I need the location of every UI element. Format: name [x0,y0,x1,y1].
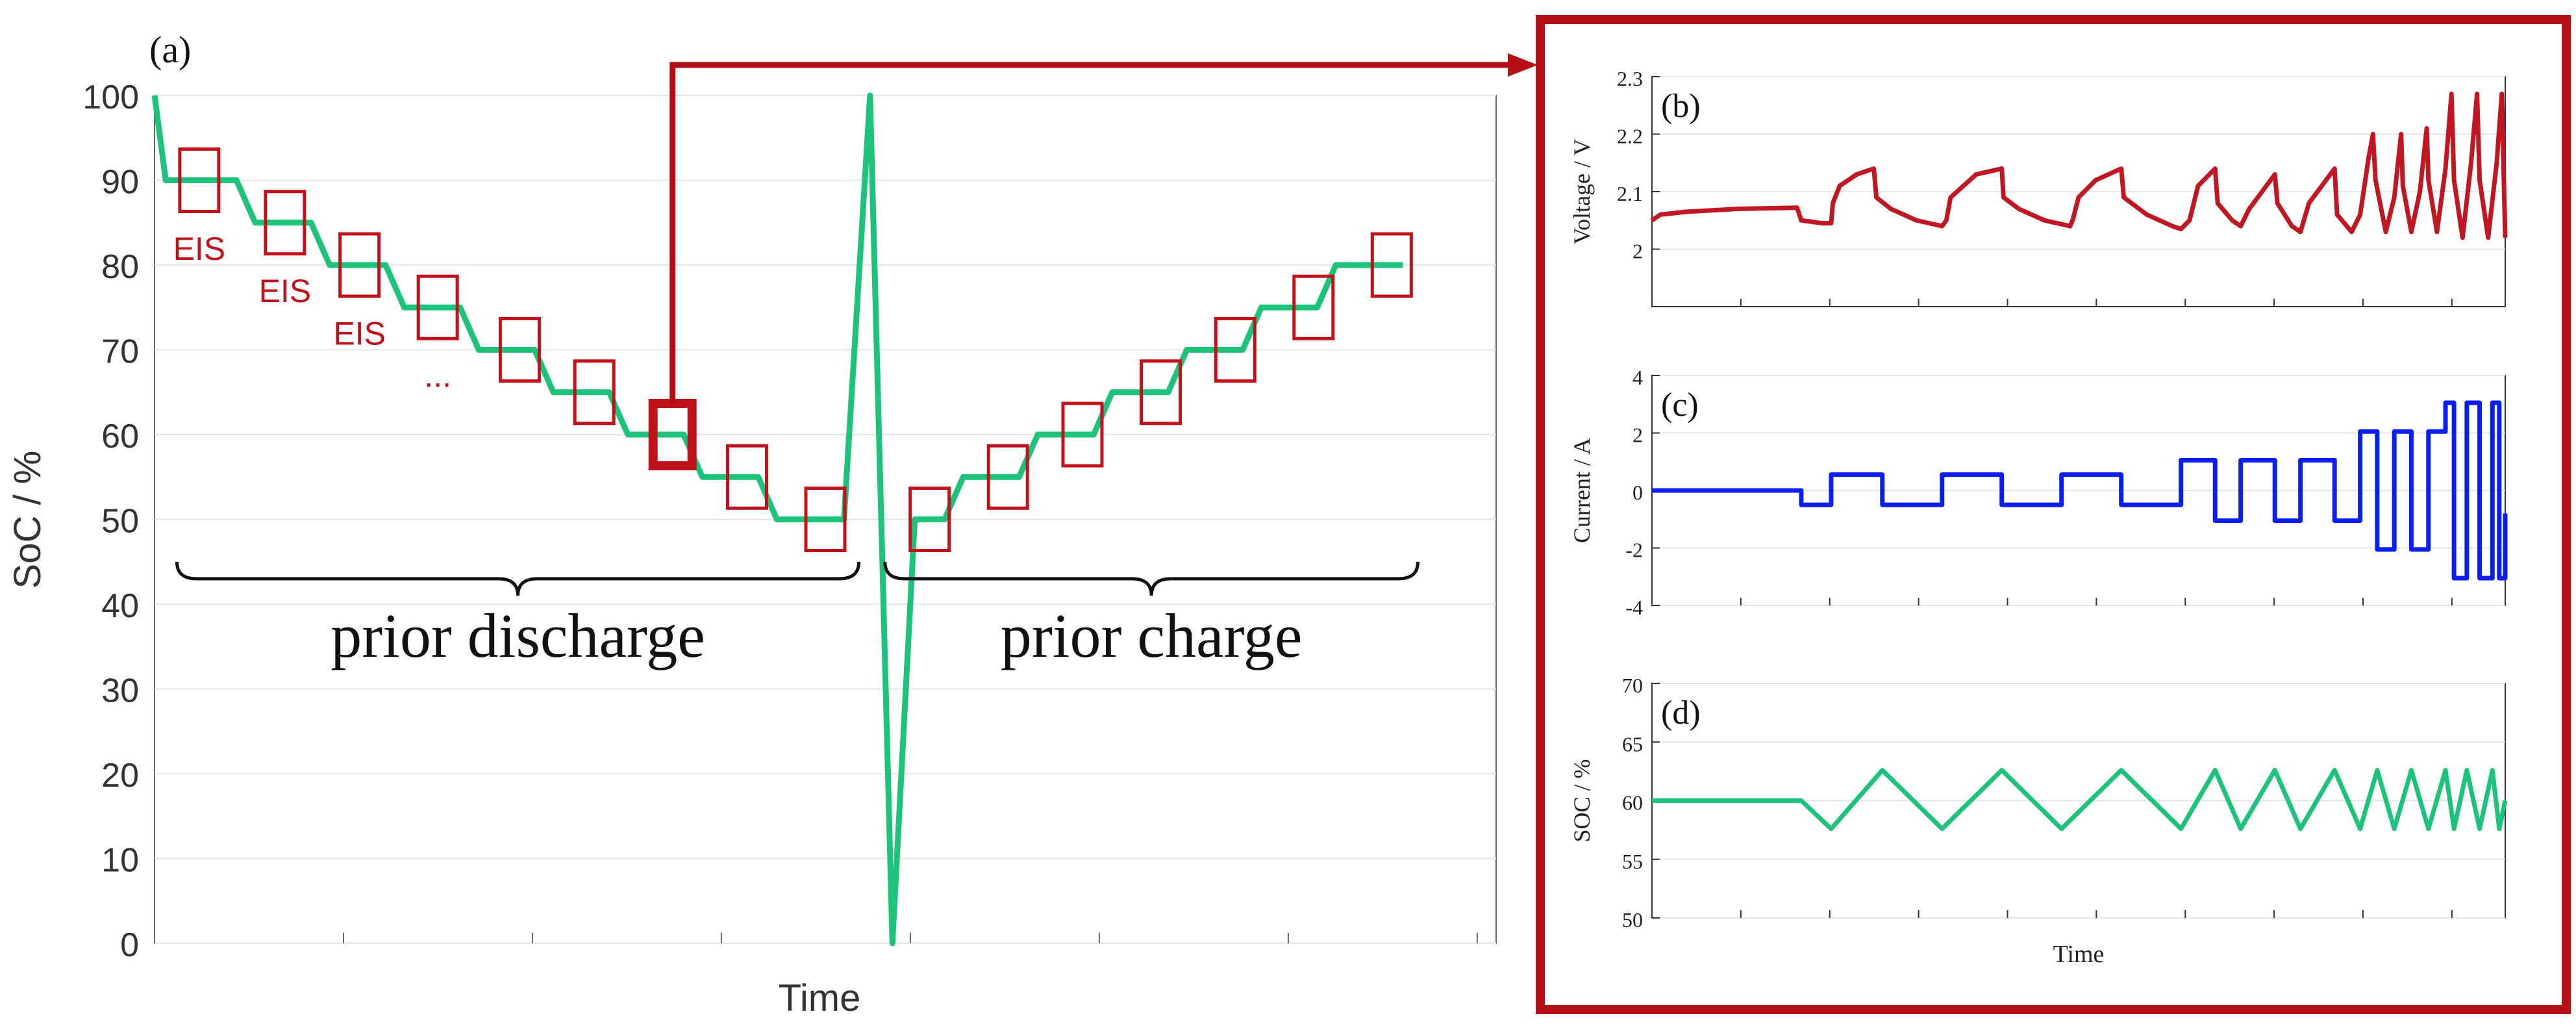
panel-c-y-tick-label: 2 [1632,424,1643,447]
eis-annotation: EIS [173,231,226,267]
panel-c-series-line [1652,400,2508,581]
panel-c-y-axis-label: Current / A [1569,438,1595,543]
panel-b-label: (b) [1661,88,1701,125]
panel-d-y-tick-label: 60 [1622,791,1643,815]
panel-a-y-tick-label: 90 [101,164,139,201]
brace-1 [883,561,1419,596]
eis-box [908,487,951,552]
soc-series-line [151,92,1403,946]
eis-box [725,444,768,510]
panel-d-y-tick-label: 65 [1622,732,1643,756]
panel-a-x-axis-label: Time [779,977,861,1019]
eis-box [264,190,306,256]
panel-a-label: (a) [149,29,191,71]
eis-box [1292,274,1335,340]
panel-b-y-tick-label: 2 [1632,240,1643,263]
eis-box [1061,401,1104,468]
panel-a-y-tick-label: 0 [120,926,139,964]
panel-a-y-tick-label: 30 [101,672,139,710]
zoom-frame [1536,15,2571,1014]
panel-b-y-axis-label: Voltage / V [1569,139,1595,245]
panel-c: -4 -2 0 2 4 (c) Current / A [1569,366,2508,619]
brace-0 [175,561,861,596]
panel-d-label: (d) [1661,694,1701,731]
panel-b-y-tick-label: 2.3 [1617,67,1643,90]
eis-box [1370,232,1413,298]
eis-box [1214,317,1257,383]
panel-a-y-axis-label: SoC / % [6,451,49,589]
panel-b-y-tick-label: 2.2 [1617,125,1643,148]
panel-c-y-tick-label: 0 [1632,481,1643,504]
panel-a-y-tick-label: 10 [101,842,139,880]
eis-box [416,274,459,340]
panel-a-y-ticks: 0 10 20 30 40 50 60 70 80 90 100 [82,79,139,964]
eis-box [178,147,221,213]
panel-a-y-tick-label: 20 [101,757,139,794]
braces-group: prior discharge prior charge [175,561,1419,670]
eis-annotation: EIS [333,315,386,351]
eis-box [338,232,381,298]
panel-d: 50 55 60 65 70 (d) SOC / % Time [1569,674,2508,968]
eis-box [986,444,1029,510]
panel-b-series-line [1651,92,2508,240]
panel-a-x-ticks [342,933,1478,943]
panel-d-series-line [1652,768,2508,832]
panel-a-y-tick-label: 40 [101,587,139,625]
panel-a-y-tick-label: 50 [101,503,139,540]
panel-d-y-axis-label: SOC / % [1569,759,1595,842]
panel-d-x-axis-label: Time [2053,941,2105,968]
eis-annotations: EIS EIS EIS... [173,231,451,394]
panel-d-y-tick-label: 55 [1622,850,1643,873]
panel-c-y-tick-label: -2 [1625,539,1643,562]
brace-label: prior discharge [331,601,705,670]
panel-b-y-tick-label: 2.1 [1617,182,1643,205]
panel-a-y-tick-label: 70 [101,333,139,371]
connector-line [669,62,1513,403]
eis-box-group [178,147,1413,552]
panel-c-label: (c) [1661,387,1699,424]
eis-box [1140,359,1182,426]
panel-b: 2 2.1 2.2 2.3 (b) Voltage / V [1569,67,2508,307]
panel-a: 0 10 20 30 40 50 60 70 80 90 100 EIS EIS EIS... prio… [6,29,1497,1019]
panel-c-y-tick-label: 4 [1632,366,1643,389]
panel-d-y-tick-label: 70 [1622,674,1643,697]
brace-label: prior charge [1001,601,1303,670]
eis-box [804,487,847,552]
eis-annotation: EIS [259,273,312,309]
panel-c-y-tick-label: -4 [1625,596,1643,619]
eis-annotation: ... [424,358,451,394]
panel-a-y-tick-label: 100 [82,79,139,116]
eis-box [498,317,541,383]
connector-arrow [669,53,1538,403]
panel-d-y-tick-label: 50 [1622,908,1643,932]
connector-arrowhead [1508,53,1538,77]
panel-a-y-tick-label: 80 [101,248,139,286]
eis-box [573,359,616,426]
panel-a-y-tick-label: 60 [101,418,139,455]
